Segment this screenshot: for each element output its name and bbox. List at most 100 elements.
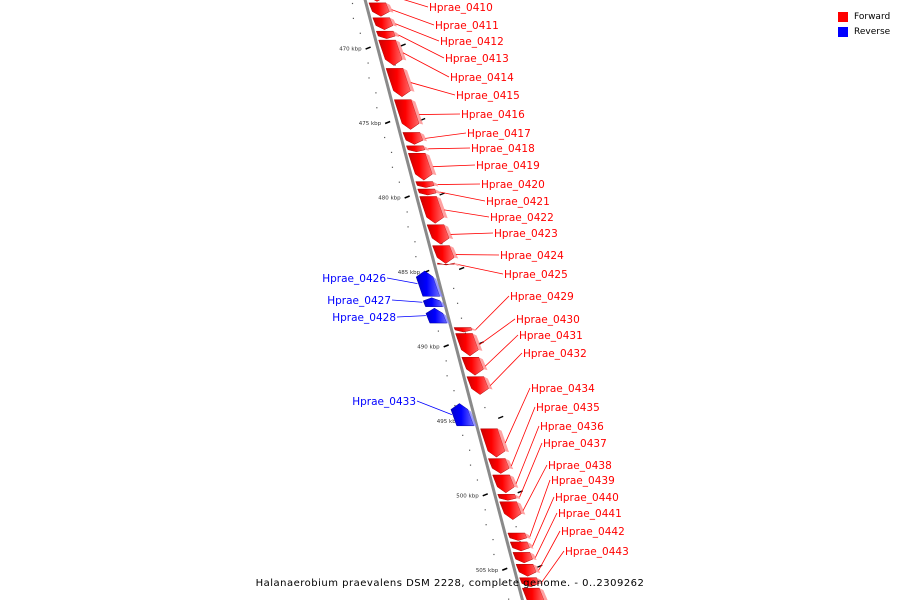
gene-label[interactable]: Hprae_0437 <box>543 438 607 450</box>
forward-gene-arrow[interactable] <box>372 17 394 30</box>
gene-label[interactable]: Hprae_0418 <box>471 143 535 155</box>
gene-label[interactable]: Hprae_0423 <box>494 228 558 240</box>
gene-feature[interactable] <box>507 532 531 541</box>
gene-feature[interactable] <box>406 145 429 153</box>
gene-label[interactable]: Hprae_0443 <box>565 546 629 558</box>
gene-label[interactable]: Hprae_0434 <box>531 383 595 395</box>
gene-feature[interactable] <box>455 333 483 357</box>
forward-gene-arrow[interactable] <box>437 262 455 266</box>
forward-gene-arrow[interactable] <box>453 327 473 333</box>
gene-label[interactable]: Hprae_0411 <box>435 20 499 32</box>
gene-feature[interactable] <box>437 262 459 267</box>
forward-gene-arrow[interactable] <box>492 474 515 494</box>
gene-feature[interactable] <box>415 181 439 188</box>
forward-gene-arrow[interactable] <box>365 0 386 2</box>
gene-feature[interactable] <box>480 428 509 458</box>
gene-label[interactable]: Hprae_0442 <box>561 526 625 538</box>
gene-feature[interactable] <box>417 188 441 196</box>
gene-feature[interactable] <box>453 327 477 333</box>
gene-feature[interactable] <box>461 357 488 376</box>
forward-gene-arrow[interactable] <box>455 333 479 357</box>
gene-label[interactable]: Hprae_0435 <box>536 402 600 414</box>
gene-feature[interactable] <box>372 17 397 30</box>
gene-label[interactable]: Hprae_0410 <box>429 2 493 14</box>
gene-label[interactable]: Hprae_0424 <box>500 250 564 262</box>
gene-feature[interactable] <box>432 245 459 264</box>
forward-gene-arrow[interactable] <box>480 428 506 458</box>
forward-gene-arrow[interactable] <box>487 458 510 474</box>
reverse-gene-arrow[interactable] <box>425 307 448 324</box>
gene-label[interactable]: Hprae_0438 <box>548 460 612 472</box>
gene-feature[interactable] <box>365 0 390 2</box>
forward-gene-arrow[interactable] <box>385 68 411 98</box>
forward-gene-arrow[interactable] <box>406 145 426 153</box>
gene-label[interactable]: Hprae_0431 <box>519 330 583 342</box>
reverse-gene-arrow[interactable] <box>422 297 443 307</box>
gene-label[interactable]: Hprae_0428 <box>332 312 396 324</box>
gene-feature[interactable] <box>375 30 400 39</box>
forward-gene-arrow[interactable] <box>378 39 403 66</box>
gene-feature[interactable] <box>426 224 454 245</box>
forward-gene-arrow[interactable] <box>375 30 396 39</box>
gene-label[interactable]: Hprae_0420 <box>481 179 545 191</box>
gene-label[interactable]: Hprae_0429 <box>510 291 574 303</box>
forward-gene-arrow[interactable] <box>509 541 530 552</box>
gene-label[interactable]: Hprae_0419 <box>476 160 540 172</box>
forward-gene-arrow[interactable] <box>507 532 528 541</box>
gene-feature[interactable] <box>402 132 427 145</box>
gene-feature[interactable] <box>450 403 477 427</box>
gene-feature[interactable] <box>385 68 415 98</box>
gene-feature[interactable] <box>466 376 493 395</box>
gene-label[interactable]: Hprae_0439 <box>551 475 615 487</box>
gene-feature[interactable] <box>512 552 537 564</box>
forward-gene-arrow[interactable] <box>466 376 489 395</box>
forward-gene-arrow[interactable] <box>497 494 517 501</box>
gene-feature[interactable] <box>415 270 443 298</box>
gene-label[interactable]: Hprae_0441 <box>558 508 622 520</box>
gene-label[interactable]: Hprae_0414 <box>450 72 514 84</box>
gene-feature[interactable] <box>407 153 437 181</box>
gene-feature[interactable] <box>393 99 424 130</box>
forward-gene-arrow[interactable] <box>419 196 444 224</box>
gene-feature[interactable] <box>487 458 514 474</box>
gene-feature[interactable] <box>425 307 450 325</box>
gene-label[interactable]: Hprae_0422 <box>490 212 554 224</box>
gene-label[interactable]: Hprae_0412 <box>440 36 504 48</box>
gene-label[interactable]: Hprae_0433 <box>352 396 416 408</box>
gene-label[interactable]: Hprae_0436 <box>540 421 604 433</box>
gene-feature[interactable] <box>368 2 394 17</box>
forward-gene-arrow[interactable] <box>402 132 424 145</box>
gene-label[interactable]: Hprae_0432 <box>523 348 587 360</box>
forward-gene-arrow[interactable] <box>415 181 435 188</box>
gene-label[interactable]: Hprae_0425 <box>504 269 568 281</box>
forward-gene-arrow[interactable] <box>407 153 433 181</box>
forward-gene-arrow[interactable] <box>393 99 420 130</box>
forward-gene-arrow[interactable] <box>515 564 537 577</box>
forward-gene-arrow[interactable] <box>519 577 540 587</box>
forward-gene-arrow[interactable] <box>426 224 450 245</box>
gene-label[interactable]: Hprae_0421 <box>486 196 550 208</box>
forward-gene-arrow[interactable] <box>521 587 545 600</box>
forward-gene-arrow[interactable] <box>461 357 484 376</box>
gene-label[interactable]: Hprae_0427 <box>327 295 391 307</box>
gene-feature[interactable] <box>515 564 541 577</box>
gene-feature[interactable] <box>419 196 448 224</box>
forward-gene-arrow[interactable] <box>368 2 390 17</box>
gene-feature[interactable] <box>519 577 543 587</box>
gene-feature[interactable] <box>378 39 407 66</box>
gene-feature[interactable] <box>521 587 548 600</box>
gene-feature[interactable] <box>497 494 521 501</box>
gene-label[interactable]: Hprae_0430 <box>516 314 580 326</box>
gene-label[interactable]: Hprae_0415 <box>456 90 520 102</box>
gene-label[interactable]: Hprae_0413 <box>445 53 509 65</box>
gene-feature[interactable] <box>499 501 526 520</box>
forward-gene-arrow[interactable] <box>499 501 522 520</box>
gene-label[interactable]: Hprae_0426 <box>322 273 386 285</box>
gene-label[interactable]: Hprae_0416 <box>461 109 525 121</box>
forward-gene-arrow[interactable] <box>417 188 437 196</box>
gene-label[interactable]: Hprae_0440 <box>555 492 619 504</box>
gene-label[interactable]: Hprae_0417 <box>467 128 531 140</box>
forward-gene-arrow[interactable] <box>432 245 455 264</box>
gene-feature[interactable] <box>492 474 519 494</box>
gene-feature[interactable] <box>509 541 534 552</box>
